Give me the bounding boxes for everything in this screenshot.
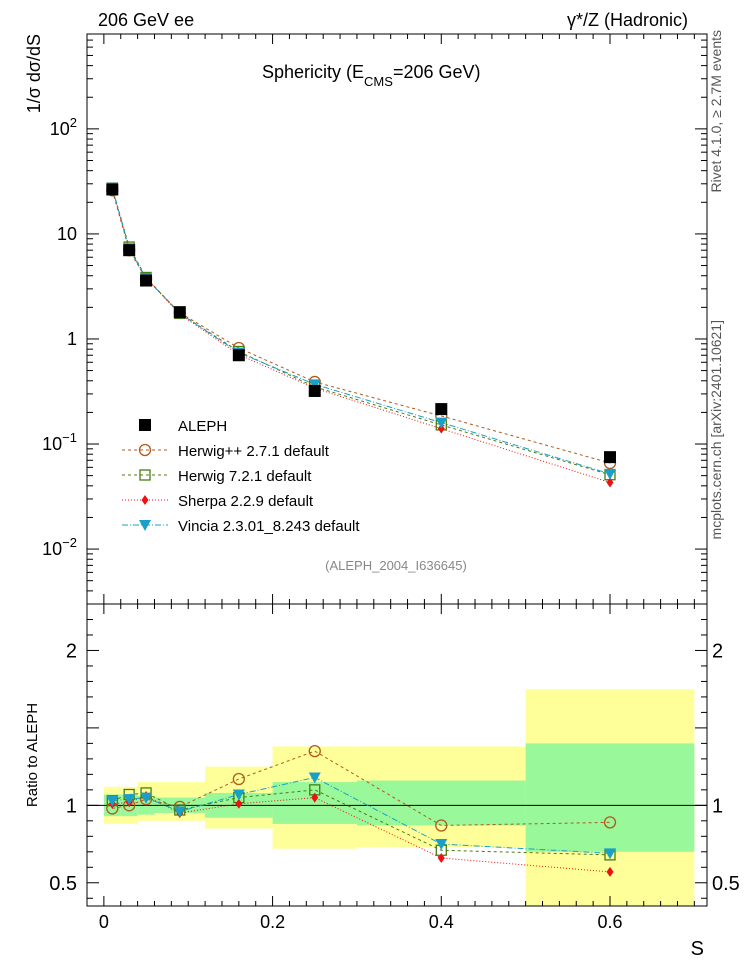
- y-tick-label-ratio-right: 0.5: [712, 873, 740, 895]
- chart-title: Sphericity (ECMS=206 GeV): [262, 62, 481, 89]
- x-tick-label: 0: [99, 912, 109, 932]
- point-aleph: [435, 403, 448, 416]
- x-axis-label: S: [691, 938, 704, 960]
- legend-label-herwig-2-7-1-default: Herwig++ 2.7.1 default: [178, 443, 330, 460]
- point-vincia-2-3-01-8-243-default: [308, 379, 321, 391]
- header-process: γ*/Z (Hadronic): [567, 10, 688, 30]
- x-tick-label: 0.4: [429, 912, 454, 932]
- ratio-point-vincia-2-3-01-8-243-default: [106, 795, 119, 807]
- y-tick-label-ratio-left: 2: [66, 640, 77, 662]
- curve-sherpa-2-2-9-default: [111, 188, 611, 484]
- ratio-point-herwig-2-7-1-default: [435, 819, 448, 832]
- y-tick-label-main: 10−2: [42, 535, 77, 559]
- ratio-point-sherpa-2-2-9-default: [437, 852, 445, 863]
- ratio-point-herwig-2-7-1-default: [308, 744, 321, 758]
- band-inner: [356, 780, 526, 826]
- main-curves: [111, 187, 611, 484]
- legend-marker-herwig-7-2-1-default: [139, 469, 151, 481]
- ratio-point-vincia-2-3-01-8-243-default: [435, 839, 448, 851]
- y-tick-label-main: 1: [67, 329, 77, 349]
- point-sherpa-2-2-9-default: [437, 423, 445, 434]
- y-axis-label-ratio: Ratio to ALEPH: [24, 703, 41, 807]
- y-tick-label-ratio-right: 1: [712, 795, 723, 817]
- x-axis-ticks: 0 0.2 0.4 0.6: [99, 34, 695, 932]
- y-tick-label-ratio-left: 1: [66, 795, 77, 817]
- x-tick-label: 0.2: [260, 912, 285, 932]
- ratio-point-vincia-2-3-01-8-243-default: [603, 848, 616, 860]
- side-label-rivet: Rivet 4.1.0, ≥ 2.7M events: [708, 30, 724, 193]
- main-plot-panel: 102 10 1 10−1 10−2 Sphericity (ECMS=206 GeV)…: [24, 33, 708, 605]
- ratio-point-vincia-2-3-01-8-243-default: [308, 772, 321, 784]
- point-aleph: [232, 349, 245, 362]
- side-label-mcplots: mcplots.cern.ch [arXiv:2401.10621]: [708, 320, 724, 539]
- point-aleph: [173, 306, 186, 319]
- ratio-point-sherpa-2-2-9-default: [606, 866, 614, 877]
- legend-marker-aleph: [139, 419, 151, 431]
- legend-marker-herwig-2-7-1-default: [138, 443, 152, 457]
- ratio-point-vincia-2-3-01-8-243-default: [173, 806, 186, 818]
- point-aleph: [123, 244, 136, 257]
- ratio-point-herwig-2-7-1-default: [603, 816, 617, 829]
- ratio-frame: [86, 603, 708, 907]
- y-tick-label-ratio-left: 0.5: [49, 873, 77, 895]
- analysis-id: (ALEPH_2004_I636645): [325, 558, 467, 573]
- legend-label-aleph: ALEPH: [178, 418, 227, 435]
- ratio-point-vincia-2-3-01-8-243-default: [140, 792, 153, 804]
- ratio-ticks: 2 2 1 1 0.5 0.5: [49, 603, 740, 899]
- ratio-point-sherpa-2-2-9-default: [311, 792, 319, 803]
- ratio-point-sherpa-2-2-9-default: [235, 798, 243, 809]
- header-energy: 206 GeV ee: [98, 10, 194, 30]
- point-aleph: [603, 451, 616, 464]
- ratio-curve-sherpa-2-2-9-default: [112, 795, 611, 873]
- point-vincia-2-3-01-8-243-default: [603, 468, 616, 480]
- legend: ALEPH Herwig++ 2.7.1 default Herwig 7.2.1 …: [122, 418, 360, 535]
- main-ticks: 102 10 1 10−1 10−2: [42, 33, 707, 605]
- ratio-point-herwig-2-7-1-default: [232, 772, 245, 786]
- band-inner: [272, 782, 357, 824]
- main-markers: [106, 182, 617, 488]
- ratio-markers: [106, 744, 617, 877]
- y-tick-label-ratio-right: 2: [712, 640, 723, 662]
- point-aleph: [106, 183, 119, 196]
- legend-marker-sherpa-2-2-9-default: [141, 495, 149, 505]
- ratio-curve-herwig-2-7-1-default: [112, 750, 611, 826]
- legend-label-vincia-2-3-01-8-243-default: Vincia 2.3.01_8.243 default: [178, 518, 360, 535]
- x-tick-label: 0.6: [597, 912, 622, 932]
- ratio-uncertainty-bands: [87, 689, 707, 906]
- point-aleph: [140, 274, 153, 287]
- ratio-plot-panel: 2 2 1 1 0.5 0.5 Ratio to ALEPH: [24, 603, 740, 907]
- ratio-point-vincia-2-3-01-8-243-default: [123, 794, 136, 806]
- ratio-point-vincia-2-3-01-8-243-default: [232, 789, 245, 801]
- band-inner: [525, 743, 695, 852]
- legend-label-herwig-7-2-1-default: Herwig 7.2.1 default: [178, 468, 312, 485]
- point-sherpa-2-2-9-default: [606, 477, 614, 488]
- point-aleph: [308, 384, 321, 397]
- point-vincia-2-3-01-8-243-default: [435, 417, 448, 429]
- y-tick-label-main: 10−1: [42, 430, 77, 454]
- y-tick-label-main: 10: [57, 224, 77, 244]
- y-axis-label-main: 1/σ dσ/dS: [24, 34, 44, 113]
- legend-marker-vincia-2-3-01-8-243-default: [139, 520, 151, 531]
- legend-label-sherpa-2-2-9-default: Sherpa 2.2.9 default: [178, 493, 314, 510]
- y-tick-label-main: 102: [50, 115, 77, 139]
